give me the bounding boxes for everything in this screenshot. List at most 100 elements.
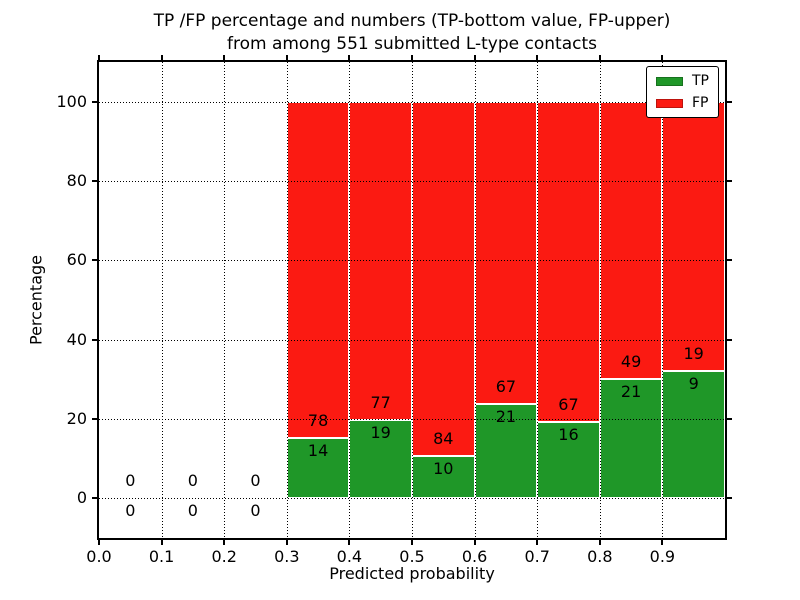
tp-count-label: 9 [688,373,699,393]
y-tick-right [727,497,732,500]
x-tick-bottom [661,540,664,545]
x-tick-label: 0.2 [211,547,237,566]
gridline-vertical [349,62,351,538]
tp-count-label: 16 [558,424,579,444]
x-tick-bottom [285,540,288,545]
y-tick-right [727,180,732,182]
fp-count-label: 0 [250,471,261,491]
x-tick-label: 0.4 [336,547,363,566]
tp-count-label: 14 [307,440,329,460]
x-tick-bottom [598,540,601,545]
tp-count-label: 21 [495,406,517,426]
y-tick-left [92,259,97,262]
fp-legend-label: FP [692,95,709,111]
fp-bar-segment [537,101,600,422]
y-tick-label: 20 [66,409,87,428]
fp-count-label: 78 [307,410,329,430]
fp-bar-segment [474,101,538,404]
fp-count-label: 67 [558,394,579,414]
legend-row: FP [656,96,709,110]
tp-count-label: 0 [125,501,136,521]
x-tick-bottom [98,540,100,545]
fp-count-label: 19 [683,343,704,363]
fp-legend-swatch [656,98,683,108]
gridline-vertical [537,62,539,538]
fp-bar-segment [662,101,725,371]
x-tick-bottom [348,540,351,545]
fp-count-label: 49 [620,352,642,372]
x-tick-top [411,55,413,60]
x-tick-label: 0.6 [461,547,488,566]
fp-bar-segment [599,101,663,380]
fp-bar-segment [286,101,350,438]
x-tick-bottom [536,540,539,545]
y-tick-left [92,497,97,500]
tp-bar-segment [412,456,475,499]
gridline-vertical [224,62,226,538]
gridline-vertical [161,62,163,538]
y-tick-label: 80 [66,171,87,190]
chart-title-line1: TP /FP percentage and numbers (TP-bottom… [153,11,671,31]
x-tick-label: 0.3 [274,547,300,566]
x-tick-bottom [223,540,226,545]
tp-count-label: 0 [187,501,198,521]
x-tick-bottom [411,540,413,545]
y-tick-right [727,418,732,420]
fp-count-label: 84 [433,429,454,449]
x-tick-bottom [160,540,163,545]
fp-count-label: 0 [187,471,198,491]
x-tick-label: 0.8 [587,547,613,566]
fp-count-label: 67 [495,376,517,396]
tp-bar-segment [349,419,412,499]
tp-count-label: 19 [370,422,391,442]
x-tick-bottom [473,540,476,545]
tp-legend-label: TP [692,73,709,89]
y-tick-left [92,418,97,420]
x-tick-label: 0.7 [524,547,550,566]
tp-count-label: 21 [620,382,642,402]
y-tick-left [92,338,97,341]
x-tick-top [661,55,664,60]
chart-title-line2: from among 551 submitted L-type contacts [226,34,597,54]
x-tick-top [536,55,539,60]
gridline-vertical [286,62,288,538]
fp-count-label: 77 [370,392,391,412]
tp-count-label: 0 [250,501,261,521]
x-tick-top [98,55,100,60]
fp-count-label: 0 [125,471,136,491]
tp-count-label: 10 [433,459,454,479]
x-tick-top [473,55,476,60]
y-tick-right [727,338,732,341]
gridline-vertical [412,62,413,538]
y-tick-label: 60 [66,250,87,270]
tp-bar-segment [537,421,600,499]
y-tick-label: 0 [76,488,87,508]
tp-bar-segment [662,370,725,499]
tp-bar-segment [286,437,350,499]
x-tick-top [160,55,163,60]
x-tick-top [598,55,601,60]
chart-title: TP /FP percentage and numbers (TP-bottom… [97,10,727,56]
legend: TP FP [646,66,719,118]
x-tick-top [285,55,288,60]
gridline-vertical [474,62,476,538]
x-tick-top [223,55,226,60]
x-tick-label: 0.1 [148,547,175,566]
y-tick-label: 40 [66,329,87,349]
x-tick-label: 0.0 [86,547,112,566]
fp-bar-segment [412,101,475,457]
y-tick-label: 100 [56,91,87,111]
x-tick-label: 0.5 [399,547,425,566]
gridline-vertical [662,62,664,538]
y-tick-left [92,100,97,103]
gridline-vertical [599,62,601,538]
plot-area: 0 0 0 0 0 0 78 14 77 19 84 10 67 21 67 16 49 21 19 9 [97,60,727,540]
y-tick-right [727,100,732,103]
legend-row: TP [656,74,709,88]
x-tick-top [348,55,351,60]
tp-legend-swatch [656,76,683,86]
y-tick-right [727,259,732,262]
x-axis-label: Predicted probability [329,564,495,583]
x-tick-label: 0.9 [649,547,676,566]
